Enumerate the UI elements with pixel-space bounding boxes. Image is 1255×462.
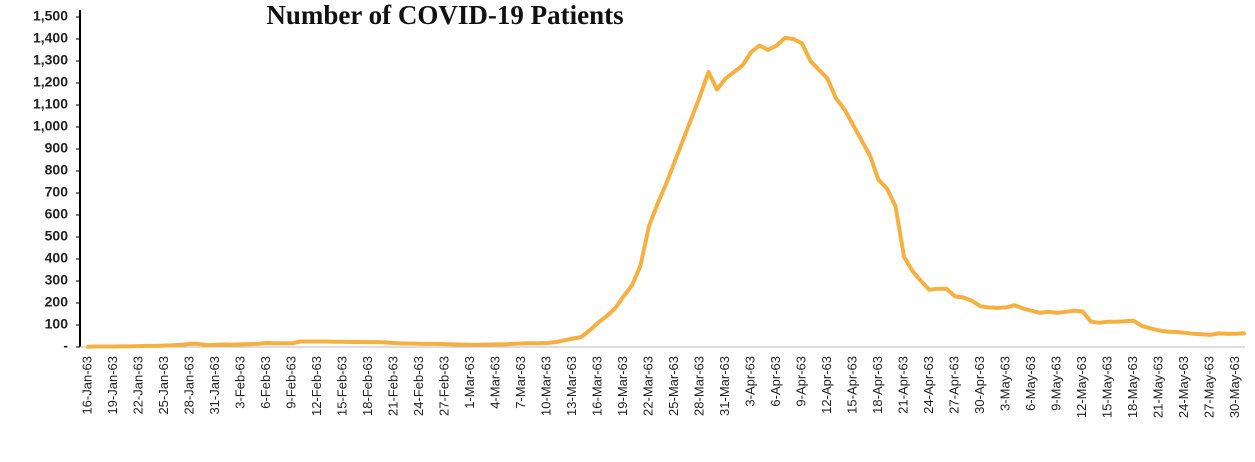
y-tick-label: - bbox=[63, 338, 68, 354]
x-tick-label: 12-Feb-63 bbox=[309, 356, 324, 416]
x-tick-label: 4-Mar-63 bbox=[487, 356, 502, 409]
x-tick-label: 27-May-63 bbox=[1201, 356, 1216, 418]
x-tick-label: 1-Mar-63 bbox=[462, 356, 477, 409]
x-tick-label: 12-Apr-63 bbox=[819, 356, 834, 414]
x-tick-label: 25-Mar-63 bbox=[666, 356, 681, 416]
y-tick-label: 400 bbox=[45, 250, 69, 266]
y-tick-label: 700 bbox=[45, 184, 69, 200]
x-tick-label: 21-Feb-63 bbox=[385, 356, 400, 416]
x-tick-label: 16-Mar-63 bbox=[589, 356, 604, 416]
x-tick-label: 31-Jan-63 bbox=[207, 356, 222, 415]
y-tick-label: 200 bbox=[45, 294, 69, 310]
x-tick-label: 9-May-63 bbox=[1048, 356, 1063, 411]
x-tick-label: 9-Apr-63 bbox=[793, 356, 808, 407]
x-tick-label: 6-Feb-63 bbox=[258, 356, 273, 409]
x-tick-label: 9-Feb-63 bbox=[283, 356, 298, 409]
x-tick-label: 21-Apr-63 bbox=[895, 356, 910, 414]
x-tick-label: 19-Mar-63 bbox=[615, 356, 630, 416]
x-tick-label: 22-Mar-63 bbox=[640, 356, 655, 416]
x-tick-label: 6-Apr-63 bbox=[768, 356, 783, 407]
x-tick-label: 30-Apr-63 bbox=[972, 356, 987, 414]
x-tick-label: 28-Jan-63 bbox=[181, 356, 196, 415]
x-tick-label: 18-May-63 bbox=[1125, 356, 1140, 418]
y-tick-label: 600 bbox=[45, 206, 69, 222]
x-tick-label: 15-May-63 bbox=[1099, 356, 1114, 418]
x-tick-label: 3-Apr-63 bbox=[742, 356, 757, 407]
x-tick-label: 19-Jan-63 bbox=[105, 356, 120, 415]
x-tick-label: 22-Jan-63 bbox=[130, 356, 145, 415]
x-tick-label: 3-May-63 bbox=[997, 356, 1012, 411]
x-tick-label: 30-May-63 bbox=[1227, 356, 1242, 418]
x-tick-label: 16-Jan-63 bbox=[79, 356, 94, 415]
x-tick-label: 25-Jan-63 bbox=[156, 356, 171, 415]
x-tick-label: 31-Mar-63 bbox=[717, 356, 732, 416]
y-tick-label: 100 bbox=[45, 316, 69, 332]
y-tick-label: 500 bbox=[45, 228, 69, 244]
x-tick-label: 28-Mar-63 bbox=[691, 356, 706, 416]
x-tick-label: 27-Feb-63 bbox=[436, 356, 451, 416]
x-tick-label: 24-Feb-63 bbox=[411, 356, 426, 416]
x-tick-label: 13-Mar-63 bbox=[564, 356, 579, 416]
x-tick-label: 3-Feb-63 bbox=[232, 356, 247, 409]
chart-title: Number of COVID-19 Patients bbox=[266, 0, 623, 30]
y-tick-label: 900 bbox=[45, 140, 69, 156]
y-tick-label: 1,500 bbox=[33, 8, 68, 24]
x-tick-label: 6-May-63 bbox=[1023, 356, 1038, 411]
x-tick-label: 24-Apr-63 bbox=[921, 356, 936, 414]
x-tick-label: 15-Apr-63 bbox=[844, 356, 859, 414]
y-tick-label: 1,300 bbox=[33, 52, 68, 68]
data-line bbox=[86, 35, 1246, 349]
y-tick-label: 1,100 bbox=[33, 96, 68, 112]
x-tick-label: 27-Apr-63 bbox=[946, 356, 961, 414]
y-tick-label: 1,400 bbox=[33, 30, 68, 46]
y-tick-label: 800 bbox=[45, 162, 69, 178]
y-tick-label: 1,000 bbox=[33, 118, 68, 134]
x-tick-label: 18-Apr-63 bbox=[870, 356, 885, 414]
y-tick-label: 300 bbox=[45, 272, 69, 288]
x-tick-label: 7-Mar-63 bbox=[513, 356, 528, 409]
x-tick-label: 18-Feb-63 bbox=[360, 356, 375, 416]
x-tick-label: 21-May-63 bbox=[1150, 356, 1165, 418]
y-tick-label: 1,200 bbox=[33, 74, 68, 90]
x-tick-label: 24-May-63 bbox=[1176, 356, 1191, 418]
x-tick-label: 10-Mar-63 bbox=[538, 356, 553, 416]
x-tick-label: 15-Feb-63 bbox=[334, 356, 349, 416]
x-tick-label: 12-May-63 bbox=[1074, 356, 1089, 418]
